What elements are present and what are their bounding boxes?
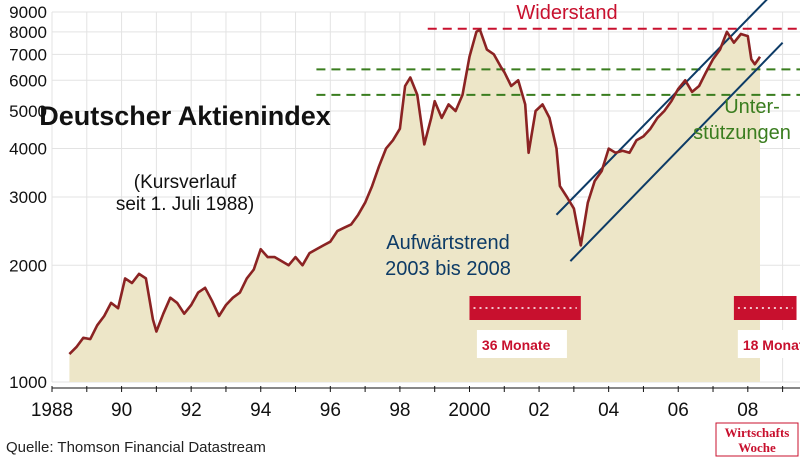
x-tick-label: 98 [389, 400, 410, 421]
x-tick-label: 06 [668, 400, 689, 421]
cycle-bar [469, 296, 581, 320]
x-tick-label: 2000 [448, 400, 490, 421]
trend-line-lower [569, 42, 784, 262]
x-tick-label: 08 [737, 400, 758, 421]
price-area [69, 29, 760, 382]
y-tick-label: 2000 [9, 256, 47, 275]
logo-line1: Wirtschafts [725, 425, 790, 440]
trend-line-upper [555, 0, 768, 216]
trend-label-line1: Aufwärtstrend [386, 232, 509, 254]
support-label-line1: Unter- [724, 96, 780, 118]
logo-line2: Woche [738, 440, 776, 455]
cycle-label-box [737, 330, 800, 358]
trend-label-line2: 2003 bis 2008 [385, 258, 511, 280]
cycle-label: 18 Monate [743, 337, 800, 353]
chart-subtitle-line2: seit 1. Juli 1988) [116, 194, 254, 215]
x-tick-label: 04 [598, 400, 620, 421]
support-label-line2: stützungen [693, 122, 791, 144]
y-tick-label: 5000 [9, 102, 47, 121]
y-tick-label: 3000 [9, 188, 47, 207]
x-tick-label: 96 [320, 400, 341, 421]
x-tick-label: 90 [111, 400, 132, 421]
x-tick-label: 02 [528, 400, 549, 421]
y-tick-label: 7000 [9, 45, 47, 64]
y-tick-label: 4000 [9, 140, 47, 159]
price-line [68, 28, 762, 356]
cycle-markers: 36 Monate 18 Monate [469, 296, 800, 358]
x-tick-label: 1988 [31, 400, 73, 421]
resistance-label: Widerstand [516, 2, 617, 24]
y-tick-label: 8000 [9, 23, 47, 42]
reference-lines [316, 0, 800, 262]
chart-subtitle-line1: (Kursverlauf [134, 172, 237, 193]
cycle-marker: 36 Monate [469, 296, 581, 358]
cycle-marker: 18 Monate [733, 296, 800, 358]
y-tick-label: 6000 [9, 71, 47, 90]
y-tick-label: 9000 [9, 3, 47, 22]
cycle-label: 36 Monate [482, 337, 551, 353]
y-tick-label: 1000 [9, 373, 47, 392]
chart-title-line1: Deutscher Aktienindex [39, 101, 331, 131]
x-axis: 1988 90 92 94 96 98 2000 02 04 06 08 [31, 386, 784, 421]
x-tick-label: 92 [181, 400, 202, 421]
publisher-logo: Wirtschafts Woche [715, 422, 799, 457]
cycle-label-box [476, 330, 567, 358]
source-note: Quelle: Thomson Financial Datastream [6, 439, 266, 456]
x-tick-label: 94 [250, 400, 272, 421]
